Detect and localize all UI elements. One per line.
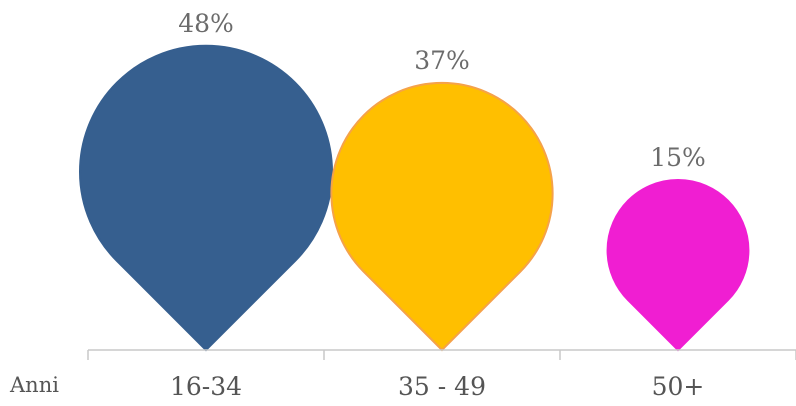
drop-bar-2 <box>330 81 554 352</box>
labels-layer: 48% 16-34 37% 35 - 49 15% 50+ <box>170 9 706 401</box>
drop-bar-1 <box>79 44 333 352</box>
category-label-2: 35 - 49 <box>398 372 486 401</box>
x-axis-ticks <box>87 350 796 360</box>
drop-bar-3 <box>606 178 750 352</box>
value-label-1: 48% <box>178 9 234 38</box>
category-label-3: 50+ <box>652 372 705 401</box>
category-label-1: 16-34 <box>170 372 242 401</box>
marks-layer <box>79 44 750 352</box>
value-label-3: 15% <box>650 143 706 172</box>
value-label-2: 37% <box>414 46 470 75</box>
x-axis-title: Anni <box>9 373 59 397</box>
